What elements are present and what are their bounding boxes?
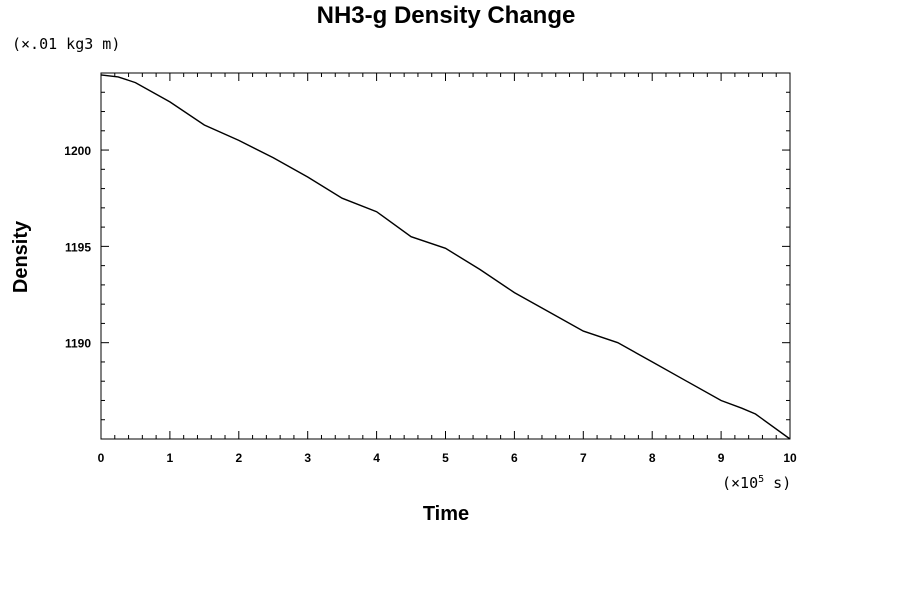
x-axis-title: Time: [423, 503, 469, 525]
x-tick-label: 7: [580, 451, 587, 465]
y-tick-label: 1200: [64, 144, 91, 158]
x-tick-label: 0: [98, 451, 105, 465]
y-axis-unit: (×.01 kg3 m): [12, 35, 120, 53]
x-tick-label: 4: [373, 451, 380, 465]
x-axis-unit: (×105 s): [722, 474, 791, 492]
y-tick-label: 1190: [65, 337, 91, 351]
x-axis-unit-prefix: (×10: [722, 474, 758, 492]
y-tick-label: 1195: [65, 240, 91, 254]
x-axis-unit-exponent: 5: [758, 474, 764, 485]
x-tick-label: 10: [783, 451, 797, 465]
y-axis-title: Density: [10, 220, 32, 293]
chart-title: NH3-g Density Change: [317, 2, 576, 29]
x-tick-label: 1: [167, 451, 174, 465]
x-tick-label: 9: [718, 451, 725, 465]
density-series-line: [100, 74, 791, 440]
x-tick-labels: 0 1 2 3 4 5 6 7 8 9 10: [98, 451, 797, 465]
x-tick-label: 8: [649, 451, 656, 465]
y-tick-labels: 1190 1195 1200: [64, 144, 91, 351]
x-tick-label: 3: [304, 451, 311, 465]
x-tick-label: 6: [511, 451, 518, 465]
x-axis-unit-suffix: s): [764, 474, 791, 492]
plot-frame: [100, 72, 791, 440]
x-tick-label: 5: [442, 451, 449, 465]
x-tick-label: 2: [235, 451, 242, 465]
axis-ticks: [100, 72, 791, 440]
